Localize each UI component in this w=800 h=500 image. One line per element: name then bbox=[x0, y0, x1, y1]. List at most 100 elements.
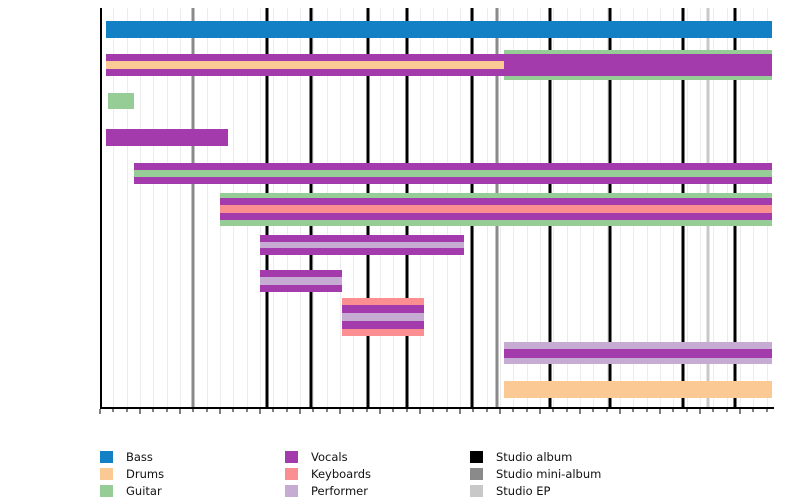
year-gridline bbox=[140, 8, 141, 407]
major-tick bbox=[739, 409, 741, 414]
minor-tick bbox=[726, 409, 728, 412]
year-gridline bbox=[126, 8, 128, 407]
timeline-bar bbox=[260, 234, 464, 256]
major-tick bbox=[259, 409, 261, 414]
bass-stripe bbox=[106, 20, 772, 38]
x-axis-line bbox=[100, 407, 774, 409]
vocals-stripe bbox=[260, 248, 464, 256]
major-tick bbox=[139, 409, 141, 414]
minor-tick bbox=[206, 409, 208, 412]
timeline-bar bbox=[504, 342, 772, 364]
minor-tick bbox=[686, 409, 688, 412]
legend-label: Studio mini-album bbox=[496, 467, 602, 481]
legend-swatch bbox=[285, 468, 298, 480]
timeline-bar bbox=[106, 53, 504, 77]
major-tick bbox=[539, 409, 541, 414]
minor-tick bbox=[312, 409, 314, 412]
minor-tick bbox=[246, 409, 248, 412]
legend-label: Studio album bbox=[496, 450, 573, 464]
minor-tick bbox=[152, 409, 154, 412]
guitar-stripe bbox=[220, 192, 772, 198]
vocals-stripe bbox=[106, 68, 504, 77]
minor-tick bbox=[672, 409, 674, 412]
minor-tick bbox=[366, 409, 368, 412]
performer-stripe bbox=[504, 357, 772, 364]
guitar-stripe bbox=[504, 49, 772, 55]
vocals-stripe bbox=[504, 348, 772, 358]
vocals-stripe bbox=[260, 234, 464, 242]
minor-tick bbox=[126, 409, 128, 412]
legend-swatch bbox=[100, 485, 113, 497]
legend-label: Guitar bbox=[126, 484, 162, 498]
guitar-stripe bbox=[134, 169, 772, 177]
legend-swatch bbox=[100, 451, 113, 463]
drums-stripe bbox=[504, 380, 772, 398]
vocals-stripe bbox=[342, 321, 424, 329]
minor-tick bbox=[512, 409, 514, 412]
year-gridline bbox=[113, 8, 115, 407]
timeline-bar bbox=[106, 128, 228, 146]
major-tick bbox=[99, 409, 101, 414]
drums-stripe bbox=[106, 61, 504, 69]
legend-item-drums: Drums bbox=[100, 467, 164, 481]
major-tick bbox=[379, 409, 381, 414]
vocals-stripe bbox=[220, 198, 772, 205]
vocals-stripe bbox=[134, 176, 772, 184]
timeline-bar bbox=[342, 297, 424, 337]
legend-label: Bass bbox=[126, 450, 153, 464]
major-tick bbox=[419, 409, 421, 414]
major-tick bbox=[299, 409, 301, 414]
minor-tick bbox=[432, 409, 434, 412]
minor-tick bbox=[526, 409, 528, 412]
studio-mini-album-line bbox=[191, 8, 195, 407]
major-tick bbox=[579, 409, 581, 414]
timeline-bar bbox=[106, 20, 772, 38]
keyboards-stripe bbox=[220, 205, 772, 213]
minor-tick bbox=[486, 409, 488, 412]
vocals-stripe bbox=[260, 284, 342, 293]
guitar-stripe bbox=[108, 93, 134, 109]
year-gridline bbox=[153, 8, 155, 407]
guitar-stripe bbox=[504, 75, 772, 81]
year-gridline bbox=[206, 8, 208, 407]
vocals-stripe bbox=[260, 269, 342, 278]
legend-item-studio-mini-album: Studio mini-album bbox=[470, 467, 601, 481]
minor-tick bbox=[632, 409, 634, 412]
minor-tick bbox=[552, 409, 554, 412]
keyboards-stripe bbox=[342, 297, 424, 306]
legend-swatch bbox=[470, 485, 483, 497]
timeline-bar bbox=[108, 93, 134, 109]
legend-label: Performer bbox=[311, 484, 368, 498]
legend-label: Vocals bbox=[311, 450, 348, 464]
timeline-bar bbox=[504, 49, 772, 81]
performer-stripe bbox=[342, 312, 424, 322]
vocals-stripe bbox=[220, 213, 772, 220]
legend-label: Drums bbox=[126, 467, 165, 481]
minor-tick bbox=[192, 409, 194, 412]
minor-tick bbox=[712, 409, 714, 412]
legend-swatch bbox=[100, 468, 113, 480]
vocals-stripe bbox=[106, 53, 504, 62]
legend-item-guitar: Guitar bbox=[100, 484, 162, 498]
minor-tick bbox=[752, 409, 754, 412]
vocals-stripe bbox=[106, 128, 228, 146]
year-gridline bbox=[166, 8, 168, 407]
minor-tick bbox=[166, 409, 168, 412]
legend-item-studio-album: Studio album bbox=[470, 450, 572, 464]
major-tick bbox=[659, 409, 661, 414]
minor-tick bbox=[272, 409, 274, 412]
year-gridline bbox=[180, 8, 181, 407]
minor-tick bbox=[446, 409, 448, 412]
major-tick bbox=[459, 409, 461, 414]
y-axis-line bbox=[100, 8, 102, 409]
major-tick bbox=[619, 409, 621, 414]
major-tick bbox=[699, 409, 701, 414]
minor-tick bbox=[566, 409, 568, 412]
major-tick bbox=[499, 409, 501, 414]
minor-tick bbox=[606, 409, 608, 412]
timeline-bar bbox=[220, 192, 772, 226]
vocals-stripe bbox=[134, 162, 772, 170]
legend-label: Keyboards bbox=[311, 467, 372, 481]
legend-item-keyboards: Keyboards bbox=[285, 467, 371, 481]
